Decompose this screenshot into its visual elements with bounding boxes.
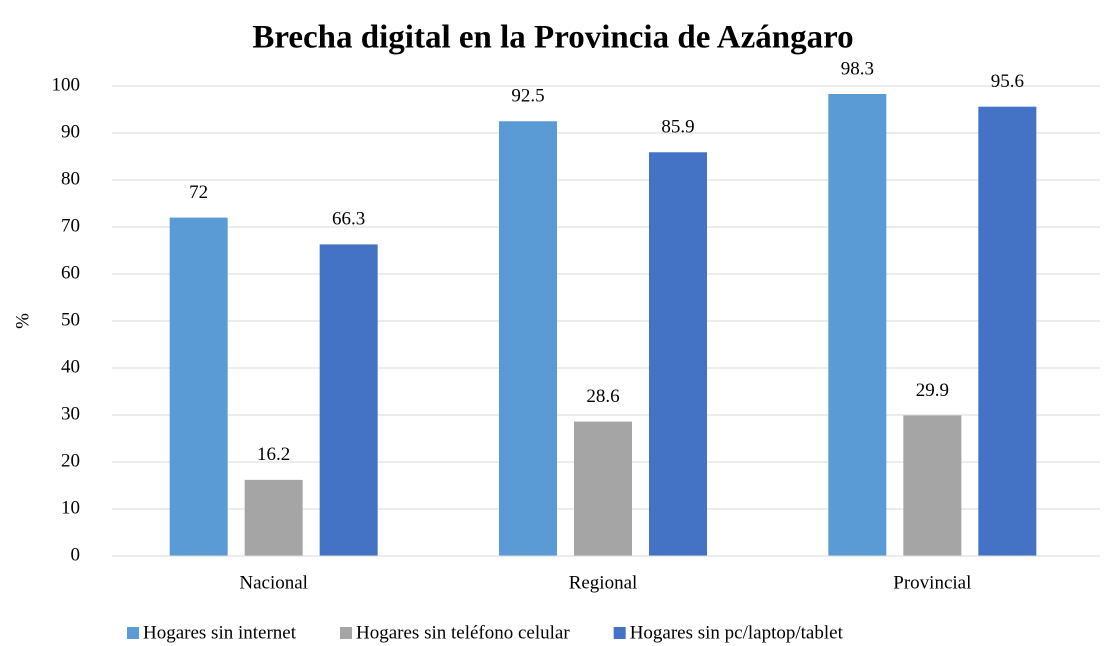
x-tick-label: Regional <box>569 572 638 593</box>
data-label: 92.5 <box>511 86 544 107</box>
y-tick-label: 80 <box>61 168 80 189</box>
y-tick-label: 90 <box>61 121 80 142</box>
y-tick-label: 60 <box>61 262 80 283</box>
bar <box>499 121 557 556</box>
data-label: 72 <box>189 182 208 203</box>
y-axis-label: % <box>12 313 33 329</box>
x-tick-label: Provincial <box>893 572 971 593</box>
data-label: 16.2 <box>257 444 290 465</box>
data-label: 29.9 <box>916 380 949 401</box>
bar <box>649 152 707 556</box>
x-tick-label: Nacional <box>239 572 308 593</box>
legend-label: Hogares sin pc/laptop/tablet <box>630 622 844 643</box>
bar <box>319 244 378 556</box>
legend-label: Hogares sin internet <box>143 622 297 643</box>
legend-label: Hogares sin teléfono celular <box>356 622 570 643</box>
y-tick-label: 30 <box>61 403 80 424</box>
chart-title: Brecha digital en la Provincia de Azánga… <box>252 20 853 56</box>
bar <box>828 93 887 557</box>
y-tick-label: 0 <box>71 544 81 565</box>
legend-swatch <box>340 627 353 639</box>
bar <box>169 217 228 556</box>
data-label: 85.9 <box>661 117 694 138</box>
y-tick-label: 50 <box>61 309 80 330</box>
legend-swatch <box>127 627 139 639</box>
y-tick-label: 40 <box>61 356 80 377</box>
data-label: 98.3 <box>841 58 874 79</box>
bar <box>574 421 632 556</box>
bar <box>903 415 962 556</box>
bar <box>978 106 1037 557</box>
data-label: 28.6 <box>586 386 619 407</box>
y-tick-label: 100 <box>52 74 81 95</box>
legend-swatch <box>613 627 626 639</box>
y-tick-label: 70 <box>61 215 80 236</box>
data-label: 95.6 <box>991 71 1024 92</box>
data-label: 66.3 <box>332 209 365 230</box>
y-tick-label: 10 <box>61 497 80 518</box>
bar <box>244 479 303 556</box>
y-tick-label: 20 <box>61 450 80 471</box>
